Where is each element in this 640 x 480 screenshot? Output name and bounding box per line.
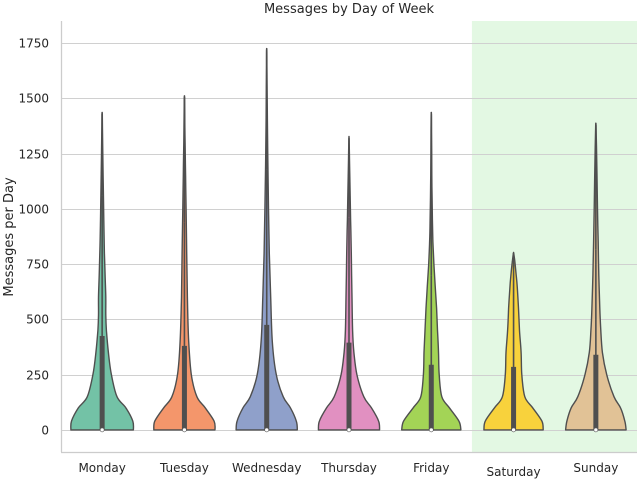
median-marker-wednesday bbox=[264, 427, 270, 433]
x-tick-label-thursday: Thursday bbox=[320, 461, 377, 475]
median-marker-tuesday bbox=[182, 427, 187, 433]
x-tick-label-saturday: Saturday bbox=[487, 465, 541, 479]
weekend-highlight-band bbox=[471, 21, 637, 452]
y-tick-label-750: 750 bbox=[26, 258, 49, 272]
violin-monday bbox=[70, 111, 135, 433]
y-tick-labels: 0 250 500 750 1000 1250 1500 1750 bbox=[18, 37, 49, 438]
x-tick-label-sunday: Sunday bbox=[573, 461, 618, 475]
y-tick-label-1250: 1250 bbox=[18, 148, 49, 162]
violin-friday bbox=[401, 111, 462, 433]
median-marker-monday bbox=[99, 427, 105, 433]
chart-title: Messages by Day of Week bbox=[264, 2, 435, 17]
y-tick-label-1750: 1750 bbox=[18, 37, 49, 51]
violin-sunday bbox=[564, 122, 627, 433]
median-marker-sunday bbox=[593, 427, 599, 433]
y-tick-label-1000: 1000 bbox=[18, 203, 49, 217]
x-tick-label-friday: Friday bbox=[413, 461, 449, 475]
y-tick-label-250: 250 bbox=[26, 369, 49, 383]
x-tick-label-wednesday: Wednesday bbox=[232, 461, 301, 475]
violin-saturday bbox=[483, 251, 544, 433]
median-marker-friday bbox=[428, 427, 434, 433]
x-tick-label-monday: Monday bbox=[78, 461, 125, 475]
x-tick-labels: Monday Tuesday Wednesday Thursday Friday Satu… bbox=[78, 461, 618, 479]
weekend-highlight-layer bbox=[471, 21, 637, 452]
median-marker-saturday bbox=[511, 427, 516, 433]
axis-layer bbox=[60, 21, 637, 454]
x-tick-label-tuesday: Tuesday bbox=[159, 461, 209, 475]
median-marker-thursday bbox=[346, 427, 352, 433]
y-tick-label-1500: 1500 bbox=[18, 92, 49, 106]
y-tick-label-500: 500 bbox=[26, 313, 49, 327]
y-tick-label-0: 0 bbox=[41, 424, 49, 438]
violin-layer bbox=[70, 47, 627, 433]
y-axis-label: Messages per Day bbox=[2, 177, 17, 297]
violin-tuesday bbox=[153, 95, 216, 433]
violin-wednesday bbox=[235, 47, 298, 433]
violin-thursday bbox=[317, 135, 381, 433]
